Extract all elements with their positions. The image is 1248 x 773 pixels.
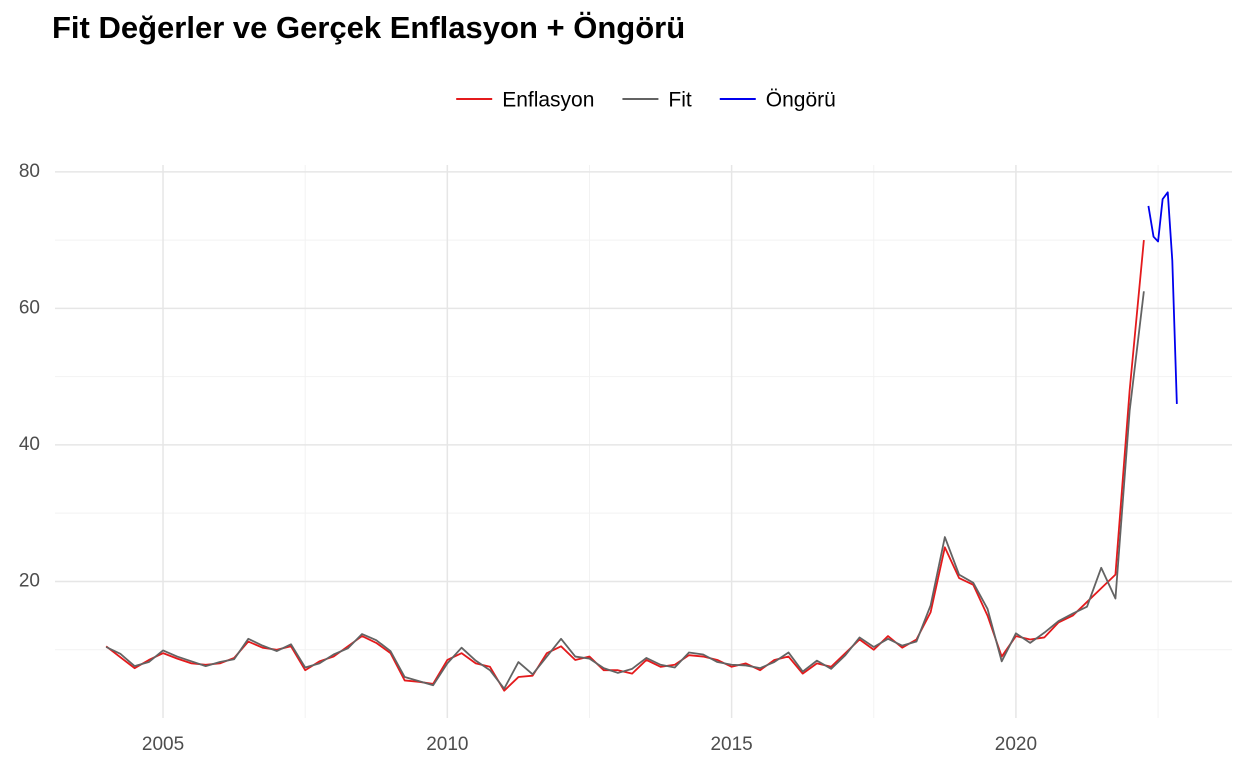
series-line xyxy=(105,291,1145,690)
legend: Enflasyon Fit Öngörü xyxy=(456,89,836,112)
x-tick-label: 2020 xyxy=(995,734,1037,755)
x-tick-label: 2005 xyxy=(142,734,184,755)
y-tick-label: 20 xyxy=(19,570,40,591)
y-tick-label: 60 xyxy=(19,297,40,318)
x-tick-label: 2015 xyxy=(710,734,752,755)
lines xyxy=(105,191,1178,692)
y-tick-label: 40 xyxy=(19,434,40,455)
legend-label: Öngörü xyxy=(766,89,836,112)
chart-title: Fit Değerler ve Gerçek Enflasyon + Öngör… xyxy=(52,10,685,45)
grid: 20 40 60 80 2005 2010 2015 2020 xyxy=(19,161,1232,755)
y-tick-label: 80 xyxy=(19,161,40,182)
x-tick-label: 2010 xyxy=(426,734,468,755)
legend-label: Enflasyon xyxy=(502,89,594,112)
legend-label: Fit xyxy=(668,89,691,112)
series-line xyxy=(1147,191,1178,404)
